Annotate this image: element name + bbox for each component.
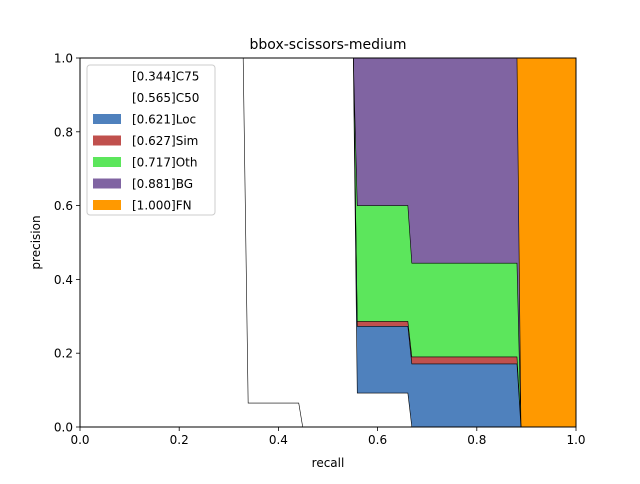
y-tick-label: 0.6 <box>54 199 73 213</box>
legend-swatch <box>93 157 121 167</box>
x-tick-label: 0.4 <box>269 433 288 447</box>
legend-label: [0.565]C50 <box>132 91 199 105</box>
x-tick-label: 0.6 <box>368 433 387 447</box>
legend-label: [0.344]C75 <box>132 70 199 84</box>
legend: [0.344]C75 [0.565]C50 [0.621]Loc [0.627]Sim… <box>86 64 216 216</box>
x-axis-label: recall <box>312 456 345 470</box>
x-tick-label: 1.0 <box>566 433 585 447</box>
legend-swatch <box>93 200 121 210</box>
legend-swatch <box>93 114 121 124</box>
legend-swatch <box>93 178 121 189</box>
x-tick-label: 0.8 <box>467 433 486 447</box>
legend-label: [0.627]Sim <box>132 134 198 148</box>
y-axis-label: precision <box>29 215 43 269</box>
y-tick-label: 1.0 <box>54 52 73 66</box>
legend-swatch <box>93 92 121 103</box>
legend-swatch <box>93 71 121 81</box>
legend-label: [0.621]Loc <box>132 113 196 127</box>
y-tick-label: 0.2 <box>54 347 73 361</box>
legend-label: [1.000]FN <box>132 199 192 213</box>
y-tick-label: 0.0 <box>54 421 73 435</box>
x-tick-label: 0.0 <box>70 433 89 447</box>
axes-frame <box>79 57 577 428</box>
legend-label: [0.881]BG <box>132 177 193 191</box>
legend-swatch <box>93 135 121 146</box>
axis-ticks: 0.0 0.2 0.4 0.6 0.8 1.0 0.0 0.2 0.4 0.6 0.8 1.0 <box>54 52 586 448</box>
chart-title: bbox-scissors-medium <box>250 37 407 53</box>
legend-label: [0.717]Oth <box>132 156 197 170</box>
x-tick-label: 0.2 <box>170 433 189 447</box>
y-tick-label: 0.8 <box>54 125 73 139</box>
y-tick-label: 0.4 <box>54 273 73 287</box>
